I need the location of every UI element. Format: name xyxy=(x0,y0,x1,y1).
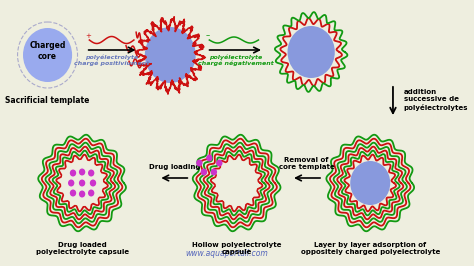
Circle shape xyxy=(79,180,85,186)
Circle shape xyxy=(79,168,85,176)
Circle shape xyxy=(90,180,96,186)
Text: addition
successive de
polyélectrolytes: addition successive de polyélectrolytes xyxy=(404,89,468,111)
Circle shape xyxy=(88,169,94,177)
Text: www.aquaportail.com: www.aquaportail.com xyxy=(185,249,268,258)
Circle shape xyxy=(211,168,217,176)
Circle shape xyxy=(88,189,94,197)
Circle shape xyxy=(288,26,335,78)
Circle shape xyxy=(217,161,256,205)
Text: Charged
core: Charged core xyxy=(29,41,66,61)
Circle shape xyxy=(23,28,72,82)
Text: Layer by layer adsorption of
oppositely charged polyelectrolyte: Layer by layer adsorption of oppositely … xyxy=(301,242,440,255)
Text: polyélectrolyte
chargé négativement: polyélectrolyte chargé négativement xyxy=(198,54,273,66)
Circle shape xyxy=(79,190,85,197)
Text: –: – xyxy=(206,31,210,40)
Circle shape xyxy=(201,168,207,176)
Text: +: + xyxy=(86,33,91,39)
Circle shape xyxy=(196,160,202,167)
Circle shape xyxy=(216,160,257,206)
Text: Sacrificial template: Sacrificial template xyxy=(5,96,90,105)
Text: Hollow polyelectrolyte
capsule: Hollow polyelectrolyte capsule xyxy=(192,242,282,255)
Text: Removal of
core template: Removal of core template xyxy=(279,157,335,170)
Text: Drug loaded
polyelectrolyte capsule: Drug loaded polyelectrolyte capsule xyxy=(36,242,128,255)
Circle shape xyxy=(350,161,390,205)
Circle shape xyxy=(70,189,76,197)
Text: polyélectrolyte
chargé positiviument: polyélectrolyte chargé positiviument xyxy=(74,54,150,66)
Circle shape xyxy=(61,160,103,206)
Text: Drug loading: Drug loading xyxy=(149,164,201,170)
Circle shape xyxy=(216,160,222,167)
Circle shape xyxy=(206,155,212,161)
Circle shape xyxy=(145,27,196,83)
Circle shape xyxy=(70,169,76,177)
Circle shape xyxy=(68,180,74,186)
